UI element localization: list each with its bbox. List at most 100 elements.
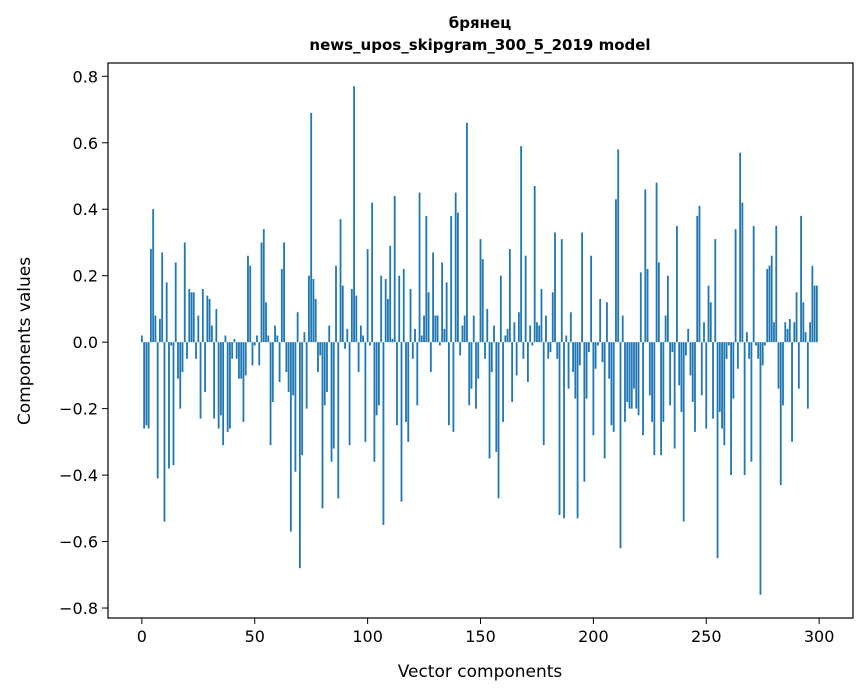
bar bbox=[560, 239, 563, 343]
bar bbox=[398, 275, 401, 343]
bar bbox=[791, 342, 793, 442]
x-tick-label: 100 bbox=[352, 627, 383, 646]
bar bbox=[759, 342, 762, 595]
bar bbox=[172, 342, 175, 466]
bar bbox=[174, 262, 177, 343]
bar bbox=[782, 342, 784, 406]
bar bbox=[741, 202, 744, 343]
bar bbox=[258, 342, 261, 366]
bar bbox=[247, 255, 249, 343]
bars-group bbox=[140, 86, 818, 595]
bar bbox=[190, 292, 193, 343]
bar bbox=[400, 342, 403, 502]
bar bbox=[326, 342, 328, 393]
bar bbox=[508, 249, 511, 343]
bar bbox=[332, 342, 335, 449]
bar bbox=[578, 342, 581, 366]
bar bbox=[599, 298, 602, 343]
bar bbox=[159, 318, 161, 343]
bar bbox=[691, 342, 694, 402]
bar bbox=[768, 265, 771, 343]
bar bbox=[635, 342, 638, 409]
bar bbox=[350, 288, 353, 343]
bar bbox=[152, 209, 155, 343]
bar bbox=[411, 342, 414, 359]
bar bbox=[601, 342, 604, 363]
bar bbox=[472, 315, 475, 343]
bar bbox=[633, 342, 635, 389]
bar bbox=[531, 342, 534, 346]
bar bbox=[447, 342, 450, 426]
bar bbox=[610, 342, 613, 426]
bar bbox=[499, 275, 502, 343]
bar bbox=[226, 342, 229, 432]
bar bbox=[344, 342, 346, 349]
bar bbox=[156, 342, 159, 479]
bar bbox=[574, 342, 577, 399]
bar bbox=[617, 149, 620, 343]
bar bbox=[274, 325, 276, 343]
bar bbox=[271, 342, 274, 402]
bar bbox=[267, 335, 270, 343]
bar bbox=[529, 325, 532, 343]
bar bbox=[229, 342, 231, 429]
bar bbox=[755, 342, 757, 346]
bar bbox=[517, 312, 520, 343]
bar bbox=[292, 342, 295, 396]
bar bbox=[538, 325, 541, 343]
bar bbox=[563, 342, 565, 519]
bar bbox=[380, 275, 383, 343]
bar bbox=[407, 342, 410, 442]
bar bbox=[170, 342, 173, 346]
bar bbox=[314, 298, 317, 343]
bar bbox=[630, 342, 633, 409]
bar bbox=[393, 195, 396, 343]
bar bbox=[389, 245, 392, 343]
x-tick-label: 200 bbox=[578, 627, 609, 646]
bar bbox=[335, 265, 337, 343]
bar bbox=[463, 315, 466, 343]
bar bbox=[788, 318, 791, 343]
bar bbox=[779, 342, 782, 486]
bar bbox=[716, 342, 719, 559]
bar bbox=[384, 279, 387, 343]
bar bbox=[382, 342, 385, 525]
bar bbox=[628, 342, 631, 409]
bar bbox=[199, 342, 202, 419]
bar bbox=[590, 255, 593, 343]
bar bbox=[405, 342, 407, 422]
bar bbox=[549, 342, 552, 353]
bar bbox=[718, 342, 721, 412]
bar bbox=[493, 325, 495, 343]
bar bbox=[280, 269, 283, 343]
bar bbox=[533, 185, 536, 343]
x-tick-label: 250 bbox=[691, 627, 722, 646]
bar bbox=[615, 199, 617, 343]
bar bbox=[391, 338, 394, 343]
bar bbox=[457, 212, 459, 343]
bar bbox=[445, 282, 448, 343]
bar bbox=[362, 335, 365, 343]
bar bbox=[714, 239, 717, 343]
x-tick-label: 300 bbox=[804, 627, 835, 646]
bar bbox=[662, 342, 665, 422]
bar bbox=[540, 288, 543, 343]
bar bbox=[165, 282, 168, 343]
bar bbox=[757, 342, 760, 359]
bar bbox=[240, 342, 243, 379]
y-axis-label: Components values bbox=[15, 257, 35, 425]
plot-frame bbox=[107, 62, 854, 619]
bar bbox=[409, 288, 412, 343]
bar bbox=[359, 325, 362, 343]
y-tick-label: 0.6 bbox=[73, 134, 98, 153]
bar bbox=[265, 302, 267, 343]
x-axis-ticks: 0 50 100 150 200 250 300 bbox=[137, 618, 835, 646]
bar bbox=[734, 229, 737, 343]
bar bbox=[475, 342, 477, 409]
bar bbox=[443, 328, 446, 343]
bar bbox=[624, 342, 626, 422]
bar bbox=[208, 298, 211, 343]
bar bbox=[429, 342, 432, 373]
bar bbox=[310, 112, 313, 343]
